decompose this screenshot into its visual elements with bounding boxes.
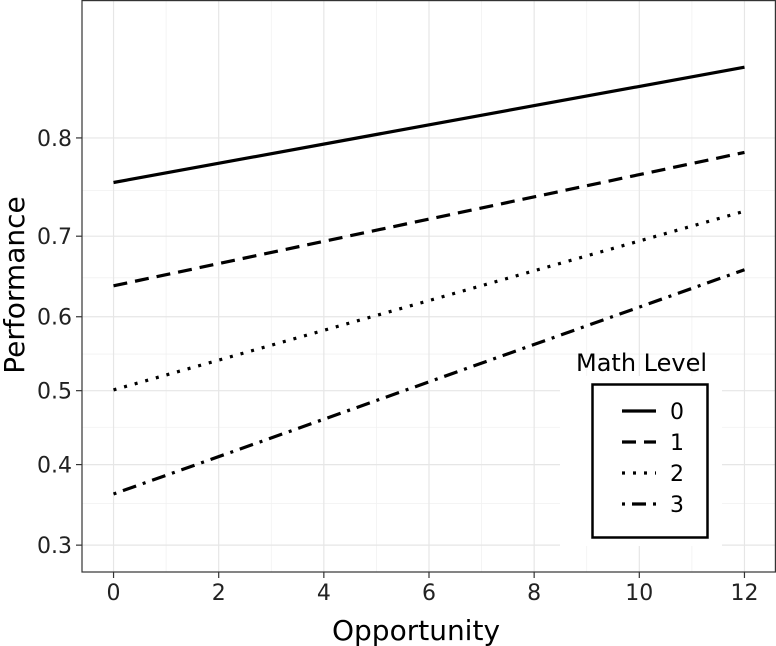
legend-label-0: 0: [670, 400, 684, 425]
y-axis: 0.3 0.4 0.5 0.6 0.7 0.8: [37, 127, 82, 559]
series-line-math-level-0: [113, 65, 745, 185]
x-tick-label: 8: [527, 581, 541, 606]
x-tick-label: 2: [212, 581, 226, 606]
legend-box: [591, 383, 709, 539]
x-tick-label: 12: [730, 581, 758, 606]
grid: [82, 0, 776, 572]
legend-label-3: 3: [670, 493, 684, 518]
y-tick-label: 0.6: [37, 306, 72, 331]
x-axis-title: Opportunity: [332, 614, 500, 646]
y-tick-label: 0.5: [37, 380, 72, 405]
x-tick-label: 10: [625, 581, 653, 606]
legend-label-1: 1: [670, 431, 684, 456]
legend-title: Math Level: [576, 349, 707, 377]
y-tick-label: 0.7: [37, 225, 72, 250]
series-lines: [112, 65, 746, 496]
y-tick-label: 0.8: [37, 127, 72, 152]
x-axis: 0 2 4 6 8 10 12: [107, 572, 758, 606]
legend: Math Level 0 1 2 3: [560, 349, 722, 546]
y-axis-title: Performance: [0, 196, 31, 373]
series-line-math-level-3: [112, 268, 746, 496]
x-tick-label: 0: [107, 581, 121, 606]
legend-entries: 0 1 2 3: [622, 400, 684, 518]
series-line-math-level-1: [113, 150, 745, 288]
legend-label-2: 2: [670, 462, 684, 487]
y-tick-label: 0.3: [37, 534, 72, 559]
x-tick-label: 6: [422, 581, 436, 606]
y-tick-label: 0.4: [37, 454, 72, 479]
x-tick-label: 4: [317, 581, 331, 606]
